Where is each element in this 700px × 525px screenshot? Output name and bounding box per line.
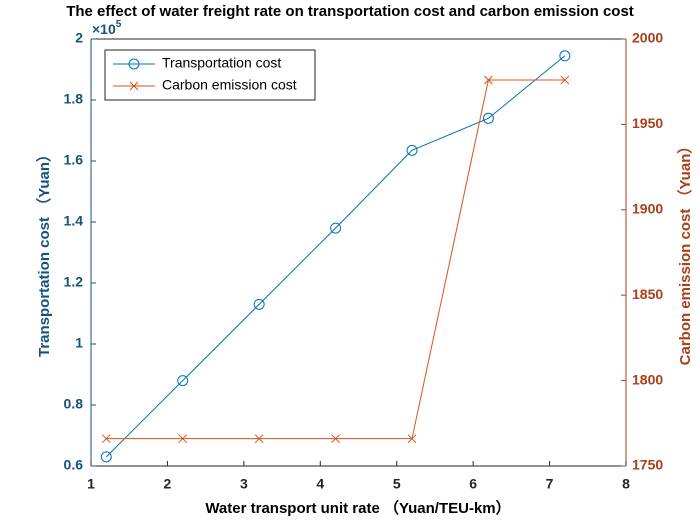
marker (407, 434, 417, 444)
marker (178, 434, 188, 444)
x-tick-label: 4 (316, 476, 324, 492)
chart-title: The effect of water freight rate on tran… (66, 3, 634, 20)
y2-tick-label: 1750 (632, 457, 663, 473)
marker (406, 144, 418, 156)
legend-box (104, 49, 316, 101)
y2-tick-label: 1900 (632, 201, 663, 217)
y-tick-label: 0.6 (64, 457, 84, 473)
y-tick-label: 2 (75, 30, 83, 46)
marker (254, 434, 264, 444)
marker (330, 222, 342, 234)
x-axis-label: Water transport unit rate （Yuan/TEU-km） (205, 499, 510, 517)
marker (331, 434, 340, 444)
x-tick-label: 3 (240, 476, 248, 492)
y-tick-label: 1 (75, 335, 83, 351)
marker (482, 112, 494, 124)
marker (129, 81, 139, 91)
x-tick-label: 1 (87, 476, 95, 492)
legend-label: Transportation cost (162, 55, 281, 71)
y2-tick-label: 1800 (632, 371, 663, 387)
y2-axis-label: Carbon emission cost （Yuan） (676, 139, 694, 366)
marker (101, 434, 111, 444)
y-multiplier: ×105 (92, 19, 122, 37)
x-tick-label: 7 (546, 476, 554, 492)
y-tick-label: 0.8 (64, 396, 84, 412)
y2-tick-label: 1950 (632, 115, 663, 131)
y-tick-label: 1.4 (64, 213, 84, 229)
y-axis-label: Transportation cost （Yuan） (35, 147, 53, 357)
y-tick-label: 1.2 (64, 274, 84, 290)
marker (484, 75, 493, 85)
y-tick-label: 1.8 (64, 91, 84, 107)
marker (128, 58, 140, 70)
marker (559, 50, 571, 62)
legend-label: Carbon emission cost (162, 77, 297, 93)
y2-tick-label: 2000 (632, 30, 663, 46)
marker (560, 75, 570, 85)
x-tick-label: 8 (622, 476, 630, 492)
x-tick-label: 2 (164, 476, 172, 492)
multiplier-base: ×10 (92, 21, 116, 37)
y-tick-label: 1.6 (64, 152, 84, 168)
multiplier-exponent: 5 (116, 19, 122, 30)
x-tick-label: 5 (393, 476, 401, 492)
marker (100, 451, 112, 463)
x-tick-label: 6 (469, 476, 477, 492)
marker (177, 375, 189, 387)
series-line (105, 55, 566, 458)
y2-tick-label: 1850 (632, 286, 663, 302)
marker (253, 298, 265, 310)
